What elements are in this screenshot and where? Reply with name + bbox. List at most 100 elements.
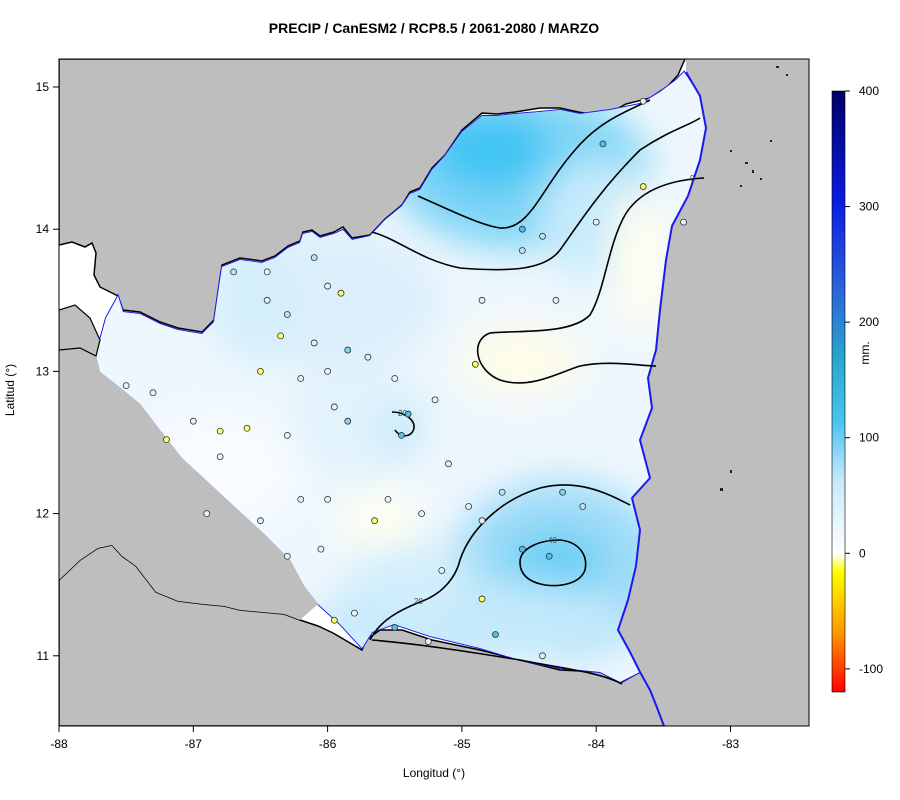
station-point <box>257 517 264 525</box>
svg-text:40: 40 <box>548 536 557 545</box>
colorbar-tick-label: 400 <box>859 84 879 98</box>
x-axis-label: Longitud (°) <box>402 766 466 780</box>
station-point <box>230 268 237 276</box>
station-point <box>324 367 332 375</box>
colorbar-tick-label: -100 <box>859 662 883 676</box>
station-point <box>498 488 506 496</box>
contours <box>369 99 705 685</box>
station-point <box>317 545 325 553</box>
station-point <box>539 232 546 240</box>
station-point <box>149 389 157 397</box>
station-point <box>431 396 439 404</box>
station-point <box>297 375 305 382</box>
station-point <box>351 609 358 617</box>
station-point <box>518 247 526 254</box>
colorbar <box>831 90 846 693</box>
y-tick-label: 12 <box>36 507 50 521</box>
station-point <box>384 495 392 503</box>
colorbar-ticks: 400 300 200 100 0 -100 <box>845 84 883 676</box>
station-point <box>371 517 379 525</box>
station-point <box>310 254 318 262</box>
station-point <box>418 510 426 517</box>
station-point <box>324 282 332 290</box>
x-tick-label: -84 <box>588 737 606 751</box>
pacific-ocean <box>59 348 318 620</box>
station-point <box>478 595 486 603</box>
gulf-of-fonseca <box>59 304 101 357</box>
station-point <box>592 218 600 226</box>
station-point <box>189 417 197 425</box>
station-point <box>310 339 318 347</box>
station-point <box>324 495 332 503</box>
y-axis-label: Latitud (°) <box>3 363 17 417</box>
cays <box>720 66 788 491</box>
station-point <box>216 453 224 461</box>
map-title: PRECIP / CanESM2 / RCP8.5 / 2061-2080 / … <box>268 20 600 36</box>
station-points <box>122 97 687 660</box>
station-point <box>330 403 338 411</box>
station-point <box>203 510 211 517</box>
station-point <box>243 424 251 432</box>
station-point <box>579 503 587 510</box>
y-tick-label: 15 <box>36 80 50 94</box>
station-point <box>277 332 284 340</box>
station-point <box>478 296 486 304</box>
y-tick-label: 11 <box>37 649 50 663</box>
station-point <box>283 552 291 560</box>
x-tick-label: -85 <box>453 737 471 751</box>
y-axis: 15 14 13 12 11 <box>36 80 59 663</box>
station-point <box>599 140 607 148</box>
station-point <box>545 552 553 560</box>
station-point <box>465 503 473 510</box>
y-tick-label: 14 <box>36 222 50 236</box>
station-point <box>122 382 130 390</box>
x-tick-label: -83 <box>722 737 740 751</box>
station-point <box>283 431 291 439</box>
x-axis: -88 -87 -86 -85 -84 -83 <box>50 726 739 751</box>
station-point <box>639 97 647 105</box>
station-point <box>478 517 486 525</box>
contour-labels: 0 20 20 40 <box>398 174 695 606</box>
svg-text:20: 20 <box>398 409 407 418</box>
station-point <box>518 225 526 233</box>
x-tick-label: -88 <box>50 737 68 751</box>
x-tick-label: -86 <box>319 737 337 751</box>
station-point <box>163 436 170 444</box>
station-point <box>297 495 305 503</box>
station-point <box>257 367 264 375</box>
station-point <box>344 417 352 425</box>
station-point <box>344 346 352 354</box>
colorbar-tick-label: 200 <box>859 315 879 329</box>
y-tick-label: 13 <box>36 364 50 378</box>
caribbean-sea <box>618 59 809 726</box>
colorbar-tick-label: 0 <box>859 546 866 560</box>
station-point <box>438 567 446 574</box>
station-point <box>364 353 372 361</box>
station-point <box>391 375 399 382</box>
station-point <box>471 360 479 368</box>
station-point <box>404 410 412 418</box>
caribbean-coast <box>616 71 708 726</box>
station-point <box>263 296 271 304</box>
station-point <box>552 296 560 304</box>
station-point <box>445 460 452 468</box>
station-point <box>518 545 526 553</box>
station-point <box>283 311 291 318</box>
x-tick-label: -87 <box>185 737 203 751</box>
station-point <box>492 631 499 638</box>
plot-frame <box>58 58 810 727</box>
svg-text:20: 20 <box>414 597 423 606</box>
colorbar-tick-label: 300 <box>859 200 879 214</box>
station-point <box>216 427 224 435</box>
station-point <box>391 623 399 631</box>
station-point <box>263 268 271 276</box>
colorbar-tick-label: 100 <box>859 431 879 445</box>
colorbar-unit-label: mm. <box>858 341 872 365</box>
station-point <box>398 431 405 439</box>
station-point <box>559 488 567 496</box>
station-point <box>539 652 546 660</box>
station-point <box>337 289 345 297</box>
station-point <box>639 183 647 190</box>
station-point <box>330 616 338 624</box>
